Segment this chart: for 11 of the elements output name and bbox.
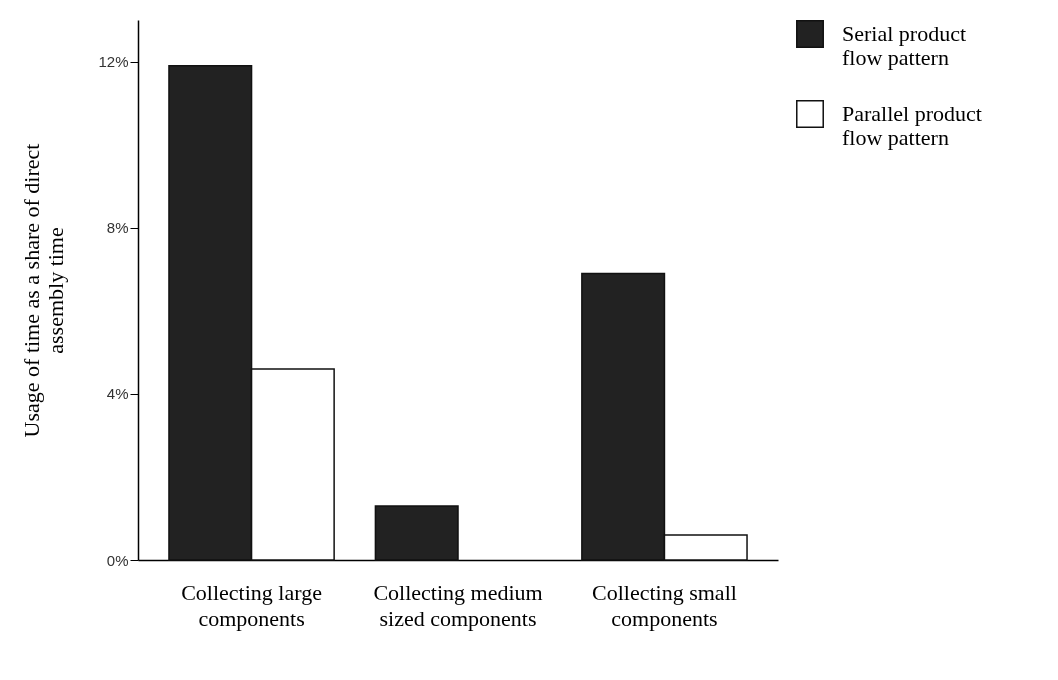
x-tick-label: Collecting medium sized components xyxy=(373,579,543,631)
x-tick-label: Collecting small components xyxy=(592,579,737,631)
y-tick-label: 4% xyxy=(106,385,129,403)
y-tick-label: 12% xyxy=(98,53,129,71)
x-tick-label: Collecting large components xyxy=(181,579,322,631)
y-tick-label: 8% xyxy=(106,219,129,237)
y-axis-title: Usage of time as a share of direct assembly time xyxy=(19,143,69,438)
legend-label: Serial product flow pattern xyxy=(842,21,967,70)
y-tick-label: 0% xyxy=(106,551,129,569)
legend-label: Parallel product flow pattern xyxy=(842,101,982,150)
bar xyxy=(374,505,459,561)
